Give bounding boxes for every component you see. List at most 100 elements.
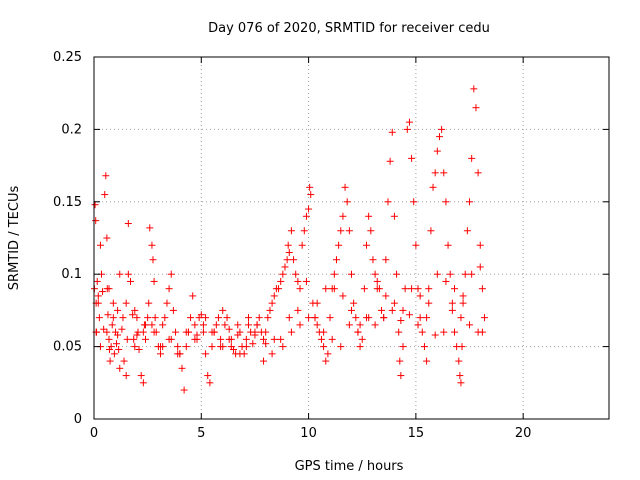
data-point [397, 372, 405, 380]
data-point [468, 154, 476, 162]
data-point [119, 314, 127, 322]
data-point [352, 314, 360, 322]
x-axis-label: GPS time / hours [295, 459, 404, 474]
x-tick-label: 0 [90, 426, 98, 441]
data-point [416, 314, 424, 322]
data-point [399, 306, 407, 314]
data-point [306, 183, 314, 191]
data-point [105, 285, 113, 293]
data-point [151, 314, 159, 322]
y-tick-label: 0.1 [61, 267, 82, 282]
data-point [423, 314, 431, 322]
data-point [260, 357, 268, 365]
data-point [178, 364, 186, 372]
data-point [311, 314, 319, 322]
data-point [275, 285, 283, 293]
data-point [227, 343, 235, 351]
data-point [397, 317, 405, 325]
data-point [225, 335, 233, 343]
data-point [371, 321, 379, 329]
data-point [165, 285, 173, 293]
data-point [322, 357, 330, 365]
data-point [405, 311, 413, 319]
data-point [202, 314, 210, 322]
data-point [322, 285, 330, 293]
data-point [399, 343, 407, 351]
data-point [114, 331, 122, 339]
data-point [405, 118, 413, 126]
data-point [285, 314, 293, 322]
data-point [145, 299, 153, 307]
data-point [440, 169, 448, 177]
data-point [130, 335, 138, 343]
data-point [163, 299, 171, 307]
data-point [442, 277, 450, 285]
data-point [157, 350, 165, 358]
data-point [101, 191, 109, 199]
data-point [408, 285, 416, 293]
data-point [217, 343, 225, 351]
data-point [382, 256, 390, 264]
data-point [345, 321, 353, 329]
data-point [109, 299, 117, 307]
data-point [427, 227, 435, 235]
data-point [371, 270, 379, 278]
data-point [388, 306, 396, 314]
data-point [123, 335, 131, 343]
data-point [107, 343, 115, 351]
y-tick-label: 0.2 [61, 122, 82, 137]
data-point [131, 306, 139, 314]
data-point [296, 321, 304, 329]
data-point [326, 314, 334, 322]
data-point [386, 157, 394, 165]
chart-title: Day 076 of 2020, SRMTID for receiver ced… [208, 21, 490, 36]
data-point [433, 270, 441, 278]
data-point [212, 321, 220, 329]
data-point [279, 270, 287, 278]
data-point [219, 306, 227, 314]
data-point [124, 270, 132, 278]
data-point [126, 277, 134, 285]
data-point [116, 270, 124, 278]
data-point [161, 314, 169, 322]
data-point [363, 314, 371, 322]
data-point [373, 285, 381, 293]
data-point [472, 104, 480, 112]
data-point [236, 328, 244, 336]
data-point [401, 285, 409, 293]
data-point [476, 241, 484, 249]
data-point [208, 343, 216, 351]
data-point [384, 198, 392, 206]
data-point [410, 198, 418, 206]
data-point [476, 263, 484, 271]
data-point [124, 220, 132, 228]
data-point [457, 379, 465, 387]
data-point [378, 306, 386, 314]
data-point [388, 128, 396, 136]
data-point [429, 183, 437, 191]
data-point [328, 335, 336, 343]
data-point [302, 277, 310, 285]
data-point [395, 328, 403, 336]
data-point [217, 335, 225, 343]
data-point [251, 328, 259, 336]
data-point [455, 357, 463, 365]
data-point [396, 357, 404, 365]
data-point [264, 314, 272, 322]
data-point [425, 285, 433, 293]
data-point [159, 321, 167, 329]
y-tick-label: 0.15 [53, 195, 82, 210]
data-point [165, 335, 173, 343]
data-point [348, 270, 355, 278]
data-point [317, 335, 325, 343]
data-point [444, 241, 452, 249]
data-point [225, 325, 233, 333]
y-axis-label: SRMTID / TECUs [7, 186, 22, 291]
data-point [466, 198, 474, 206]
data-point [339, 292, 347, 300]
data-point [214, 314, 222, 322]
data-point [466, 321, 474, 329]
data-point [365, 212, 373, 220]
data-point [245, 314, 252, 322]
